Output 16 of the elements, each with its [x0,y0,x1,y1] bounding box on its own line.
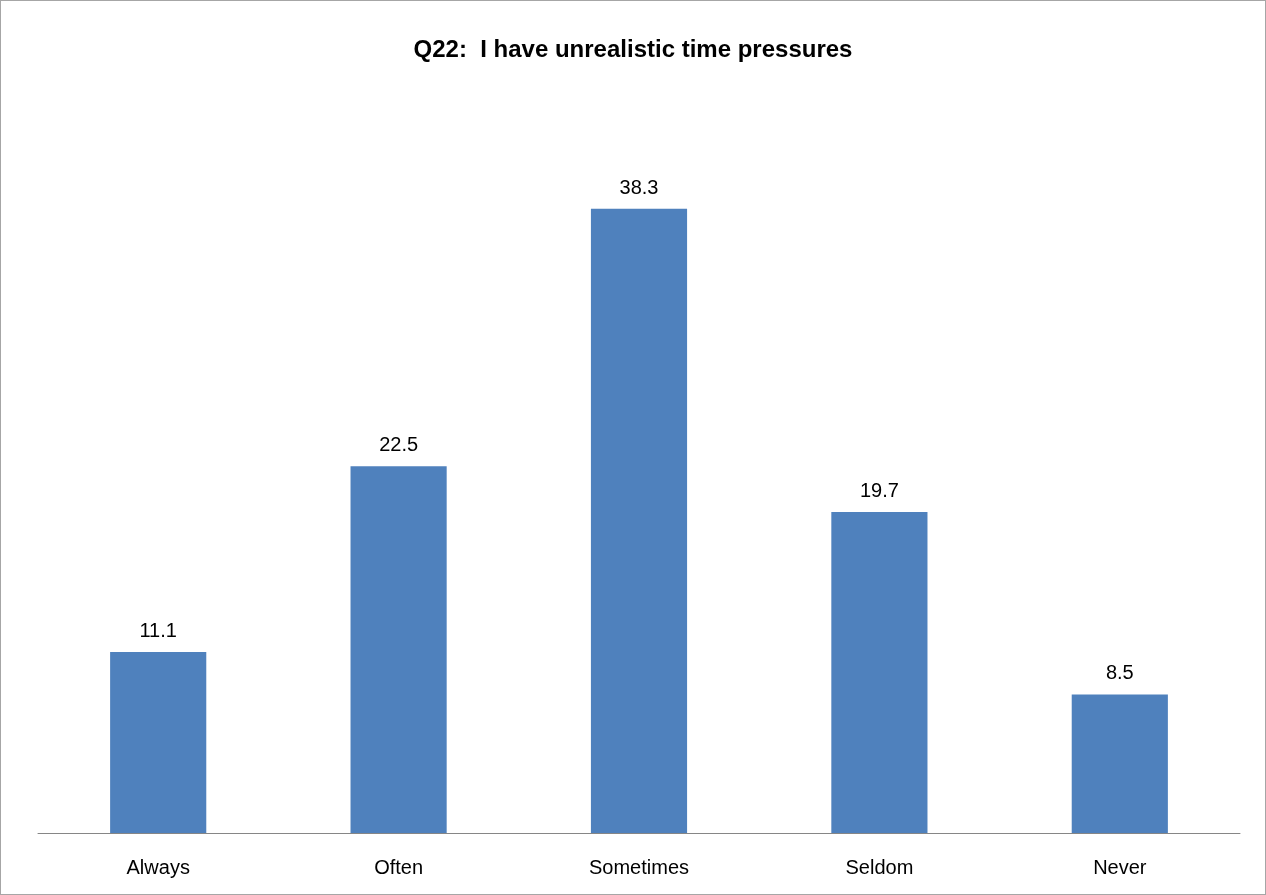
chart-title: Q22: I have unrealistic time pressures [413,34,853,62]
bar [590,208,688,833]
bar [110,652,207,833]
bar [831,511,928,833]
data-label: 22.5 [379,433,419,456]
data-label: 11.1 [139,619,177,642]
x-tick-label: Often [374,856,424,878]
x-tick-label: Seldom [845,856,914,878]
x-tick-label: Always [126,856,190,878]
data-label: 38.3 [619,175,659,198]
data-label: 8.5 [1105,661,1134,684]
data-label: 19.7 [859,478,899,501]
x-tick-label: Sometimes [588,856,690,878]
bar [350,466,447,833]
bar [1071,694,1168,833]
x-tick-label: Never [1093,856,1147,878]
